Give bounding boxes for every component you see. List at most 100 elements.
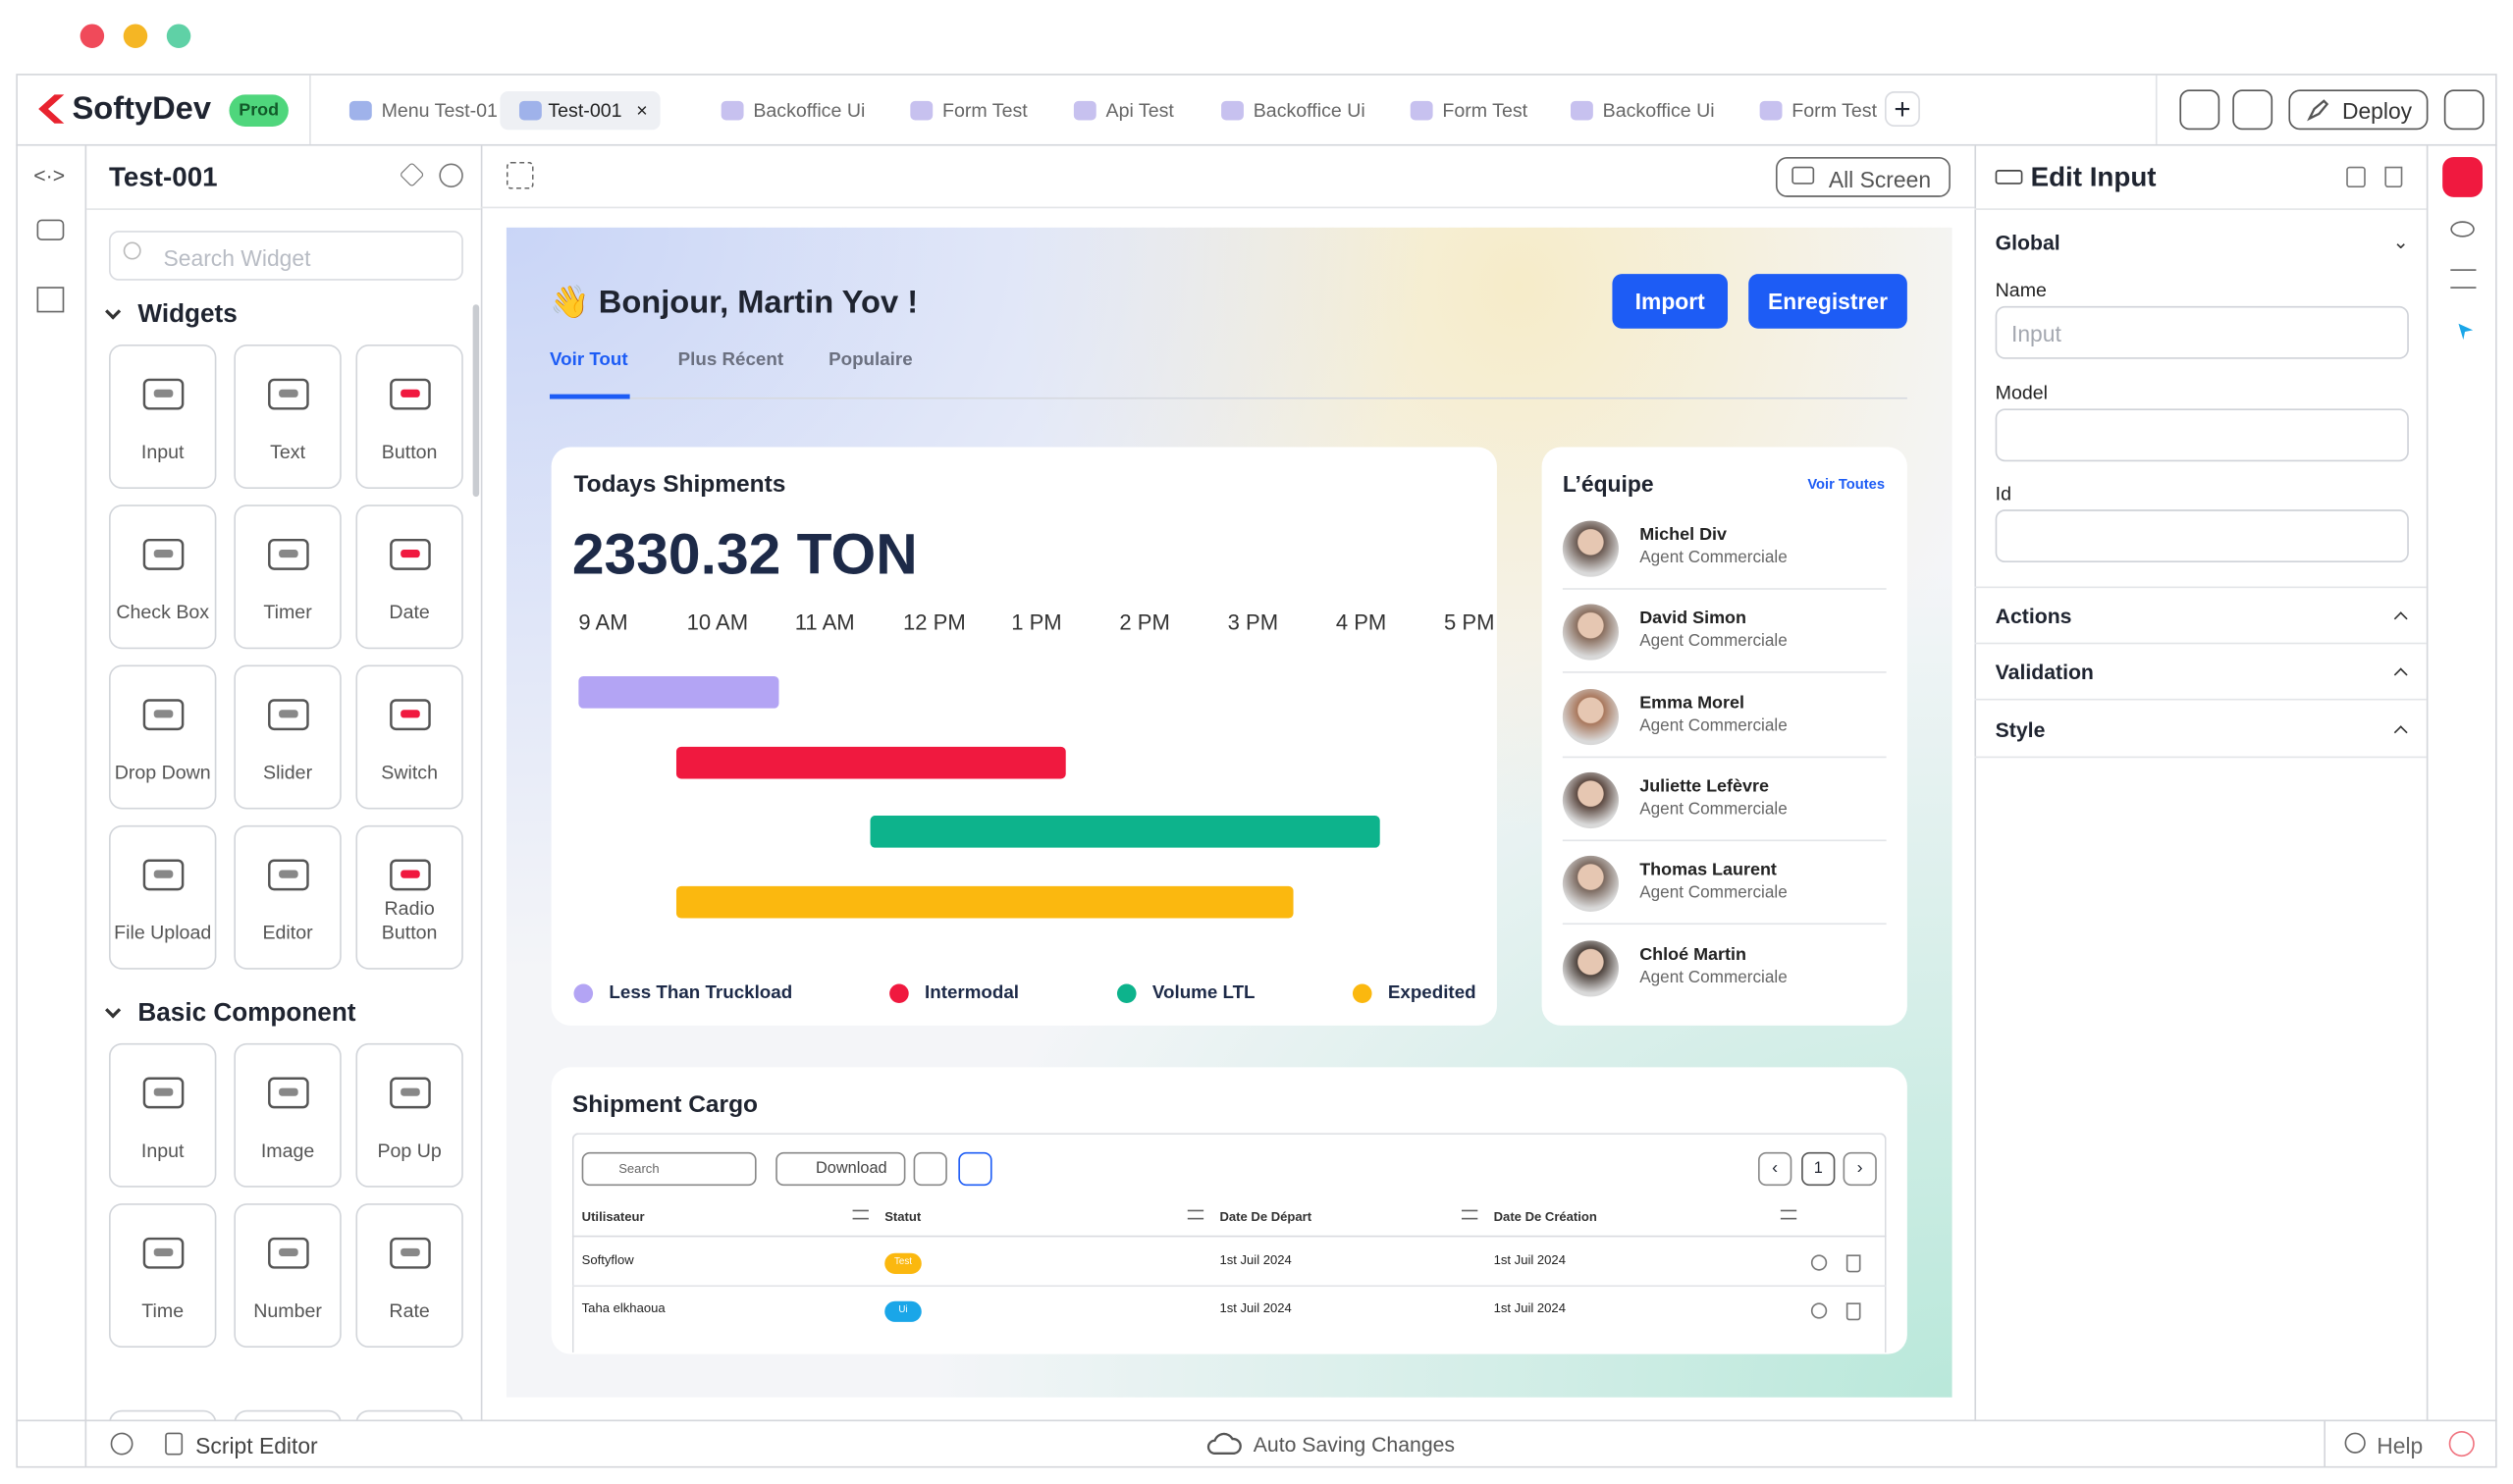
widget-card[interactable]: Rate [355,1203,463,1349]
text-field[interactable] [1995,407,2409,461]
canvas-tab[interactable]: Voir Tout [549,350,628,371]
import-button[interactable]: Import [1612,274,1728,329]
delete-icon[interactable] [2384,166,2403,188]
user-icon[interactable] [2448,1430,2475,1458]
filter-icon[interactable] [1461,1209,1478,1220]
widget-card[interactable]: Time [109,1203,217,1349]
script-editor[interactable]: Script Editor [195,1432,318,1458]
widget-card[interactable]: Editor [234,824,342,970]
widget-label: File Upload [114,921,212,944]
divider [480,206,1975,209]
widget-card[interactable] [234,1409,342,1420]
widget-card[interactable]: Slider [234,664,342,810]
see-all-link[interactable]: Voir Toutes [1807,475,1885,493]
page-number[interactable]: 1 [1801,1151,1836,1187]
widget-card[interactable]: Text [234,344,342,489]
eye-icon[interactable] [2450,221,2475,238]
filter-icon[interactable] [852,1209,869,1220]
save-button[interactable]: Enregistrer [1748,274,1907,329]
help[interactable]: Help [2377,1432,2424,1458]
maximize-dot[interactable] [166,24,191,48]
section-title[interactable]: Validation [1995,661,2094,685]
tab[interactable]: Form Test [894,91,1038,130]
tab[interactable]: Backoffice Ui [705,91,875,130]
settings-button[interactable] [2232,89,2273,131]
widget-card[interactable]: Button [355,344,463,489]
grid-icon[interactable] [506,161,534,189]
widget-card[interactable]: Input [109,1042,217,1188]
download-button[interactable]: Download [775,1151,906,1187]
widget-card[interactable]: Pop Up [355,1042,463,1188]
tree-icon[interactable] [36,287,65,313]
tab[interactable]: Backoffice Ui [1205,91,1375,130]
delete-icon[interactable] [1845,1302,1861,1321]
cursor-icon[interactable] [2449,316,2478,344]
canvas-tab[interactable]: Plus Récent [677,350,784,371]
close-dot[interactable] [80,24,105,48]
filter-button[interactable] [958,1151,992,1187]
deploy-button[interactable]: Deploy [2288,89,2429,131]
cell: Softyflow [581,1252,634,1268]
hour-label: 4 PM [1335,610,1387,635]
copy-icon[interactable] [2346,166,2366,188]
filter-icon[interactable] [1780,1209,1797,1220]
settings-icon[interactable] [1810,1302,1828,1319]
add-tab[interactable]: + [1884,91,1920,127]
widget-card[interactable]: Timer [234,504,342,650]
text-field[interactable] [1995,509,2409,563]
widget-card[interactable] [355,1409,463,1420]
widget-card[interactable] [109,1409,217,1420]
delete-icon[interactable] [1845,1254,1861,1273]
tab[interactable]: Backoffice Ui [1555,91,1725,130]
save-icon[interactable] [2442,156,2483,197]
menu-button[interactable] [2443,89,2485,131]
search-widget[interactable]: Search Widget [109,231,463,281]
widget-card[interactable]: Date [355,504,463,650]
settings-icon[interactable] [1810,1254,1828,1271]
divider [309,75,311,144]
tab[interactable]: Form Test [1743,91,1887,130]
section-title[interactable]: Global [1995,231,2060,255]
divider [1562,588,1887,590]
history-icon[interactable] [110,1432,134,1456]
sliders-icon[interactable] [2450,269,2477,289]
refresh-button[interactable] [913,1151,947,1187]
tab[interactable]: Api Test [1058,91,1184,130]
tab[interactable]: Test-001 × [500,91,661,131]
widget-card[interactable]: Image [234,1042,342,1188]
section-title[interactable]: Style [1995,716,2046,742]
widget-card[interactable]: Drop Down [109,664,217,810]
widget-icon [142,859,185,891]
widget-card[interactable]: Number [234,1203,342,1349]
expand-icon[interactable]: <·> [33,163,66,188]
widget-card[interactable]: Check Box [109,504,217,650]
section-header[interactable]: Basic Component [137,999,356,1028]
minimize-dot[interactable] [123,24,148,48]
widget-card[interactable]: Switch [355,664,463,810]
close-tab[interactable]: × [636,99,648,123]
legend-label: Intermodal [925,983,1020,1004]
canvas-tab[interactable]: Populaire [829,350,913,371]
tab[interactable]: Form Test [1394,91,1537,130]
section-header[interactable]: Widgets [137,300,238,329]
prev-page[interactable]: ‹ [1758,1151,1792,1187]
section-title[interactable]: Actions [1995,604,2072,628]
widget-card[interactable]: Input [109,344,217,489]
tab[interactable]: Menu Test-01 [334,91,508,130]
divider [480,145,483,1420]
screen-icon[interactable] [36,219,65,240]
file-icon [165,1432,184,1456]
next-page[interactable]: › [1843,1151,1877,1187]
widget-icon [142,378,185,410]
filter-icon[interactable] [1187,1209,1204,1220]
widget-card[interactable]: File Upload [109,824,217,970]
chevron[interactable]: ⌄ [2392,231,2409,253]
text-field[interactable]: Input [1995,305,2409,359]
preview-button[interactable] [2179,89,2220,131]
widget-card[interactable]: Radio Button [355,824,463,970]
collapse-icon[interactable] [439,163,463,188]
gantt-bar [675,885,1293,918]
all-screen-button[interactable]: All Screen [1775,156,1951,197]
member-role: Agent Commerciale [1639,799,1788,820]
table-search[interactable]: Search [581,1151,757,1187]
